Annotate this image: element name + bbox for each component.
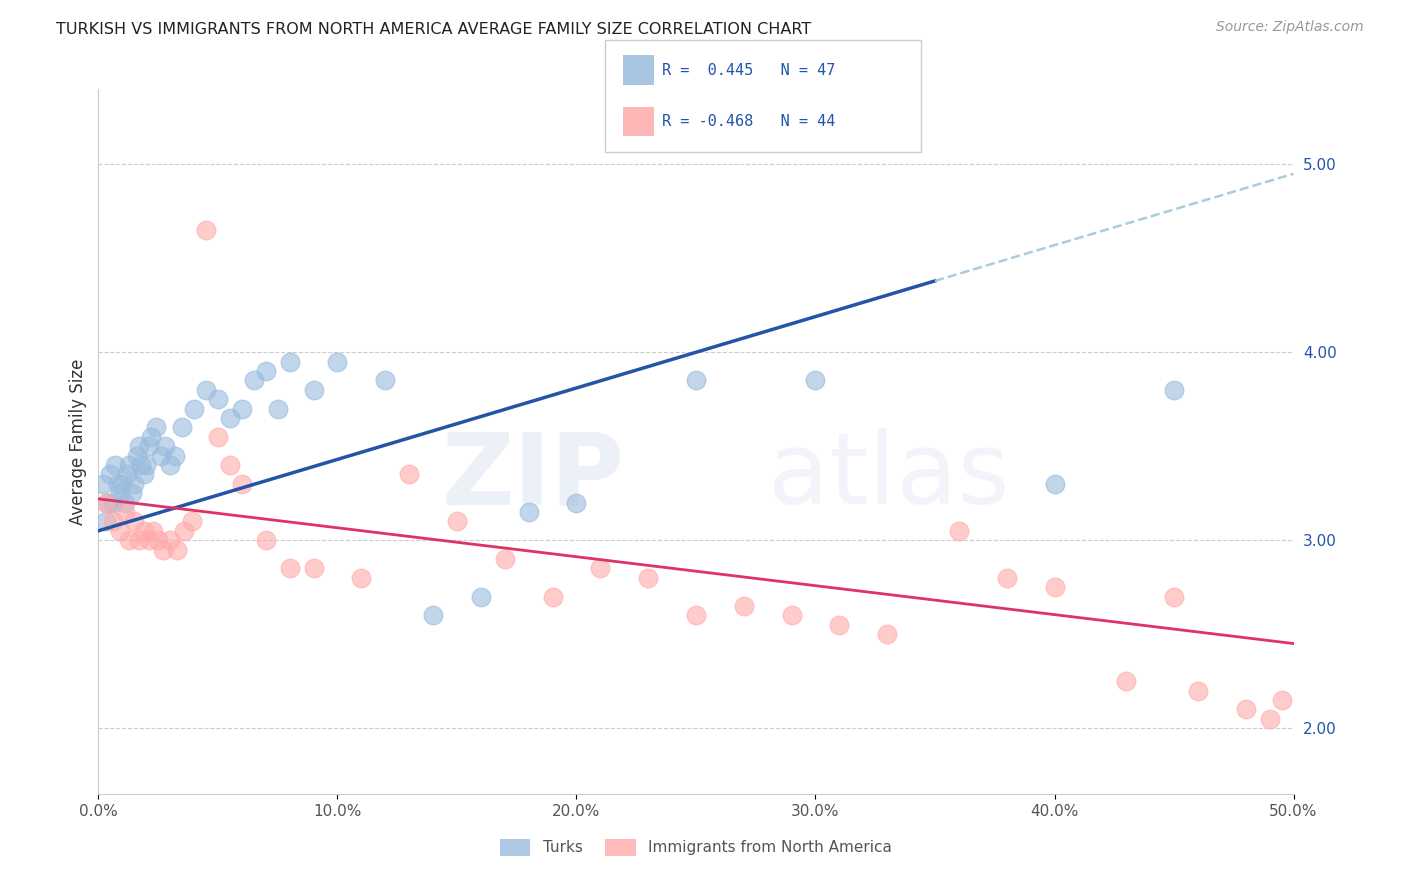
Point	[1163, 590, 1185, 604]
Point	[124, 515, 146, 529]
Point	[166, 542, 188, 557]
Text: TURKISH VS IMMIGRANTS FROM NORTH AMERICA AVERAGE FAMILY SIZE CORRELATION CHART: TURKISH VS IMMIGRANTS FROM NORTH AMERICA…	[56, 22, 811, 37]
Point	[135, 458, 157, 472]
Point	[159, 458, 181, 472]
Point	[446, 515, 468, 529]
Text: R = -0.468   N = 44: R = -0.468 N = 44	[662, 114, 835, 129]
Point	[108, 524, 131, 538]
Point	[1043, 476, 1066, 491]
Point	[517, 505, 540, 519]
Point	[207, 430, 229, 444]
Point	[219, 458, 242, 472]
Point	[243, 374, 266, 388]
Point	[541, 590, 564, 604]
Legend: Turks, Immigrants from North America: Turks, Immigrants from North America	[494, 832, 898, 863]
Point	[278, 561, 301, 575]
Point	[121, 486, 143, 500]
Point	[194, 383, 218, 397]
Point	[1187, 683, 1209, 698]
Point	[128, 439, 150, 453]
Point	[278, 354, 301, 368]
Point	[589, 561, 612, 575]
Point	[207, 392, 229, 407]
Point	[254, 364, 277, 378]
Point	[231, 401, 253, 416]
Point	[876, 627, 898, 641]
Point	[152, 542, 174, 557]
Point	[159, 533, 181, 548]
Point	[172, 420, 194, 434]
Point	[494, 552, 516, 566]
Point	[1271, 693, 1294, 707]
Point	[350, 571, 373, 585]
Point	[302, 561, 325, 575]
Point	[118, 458, 141, 472]
Point	[138, 533, 160, 548]
Point	[804, 374, 827, 388]
Point	[97, 495, 120, 509]
Point	[124, 476, 146, 491]
Point	[565, 495, 588, 509]
Point	[180, 515, 202, 529]
Point	[114, 495, 136, 509]
Point	[108, 486, 131, 500]
Point	[94, 495, 117, 509]
Point	[231, 476, 253, 491]
Point	[470, 590, 492, 604]
Point	[104, 458, 127, 472]
Point	[132, 524, 155, 538]
Point	[183, 401, 205, 416]
Point	[107, 476, 129, 491]
Point	[131, 458, 153, 472]
Point	[163, 449, 186, 463]
Point	[302, 383, 325, 397]
Point	[780, 608, 803, 623]
Point	[155, 439, 177, 453]
Point	[118, 533, 141, 548]
Point	[125, 449, 148, 463]
Point	[148, 533, 170, 548]
Point	[219, 411, 242, 425]
Point	[91, 476, 114, 491]
Text: Source: ZipAtlas.com: Source: ZipAtlas.com	[1216, 20, 1364, 34]
Point	[995, 571, 1018, 585]
Point	[132, 467, 155, 482]
Point	[1258, 712, 1281, 726]
Point	[115, 467, 138, 482]
Point	[685, 374, 707, 388]
Point	[145, 420, 167, 434]
Point	[637, 571, 659, 585]
Text: atlas: atlas	[768, 428, 1010, 525]
Point	[374, 374, 396, 388]
Point	[139, 430, 162, 444]
Point	[685, 608, 707, 623]
Point	[828, 617, 851, 632]
Point	[948, 524, 970, 538]
Point	[398, 467, 420, 482]
Point	[326, 354, 349, 368]
Point	[111, 476, 134, 491]
Y-axis label: Average Family Size: Average Family Size	[69, 359, 87, 524]
Point	[267, 401, 290, 416]
Text: ZIP: ZIP	[441, 428, 624, 525]
Point	[142, 524, 165, 538]
Point	[101, 495, 124, 509]
Point	[1234, 702, 1257, 716]
Point	[101, 515, 124, 529]
Point	[128, 533, 150, 548]
Point	[173, 524, 195, 538]
Point	[94, 515, 117, 529]
Point	[194, 223, 218, 237]
Text: R =  0.445   N = 47: R = 0.445 N = 47	[662, 62, 835, 78]
Point	[1115, 674, 1137, 689]
Point	[1163, 383, 1185, 397]
Point	[114, 505, 136, 519]
Point	[149, 449, 172, 463]
Point	[254, 533, 277, 548]
Point	[733, 599, 755, 613]
Point	[98, 467, 122, 482]
Point	[422, 608, 444, 623]
Point	[1043, 580, 1066, 594]
Point	[138, 439, 160, 453]
